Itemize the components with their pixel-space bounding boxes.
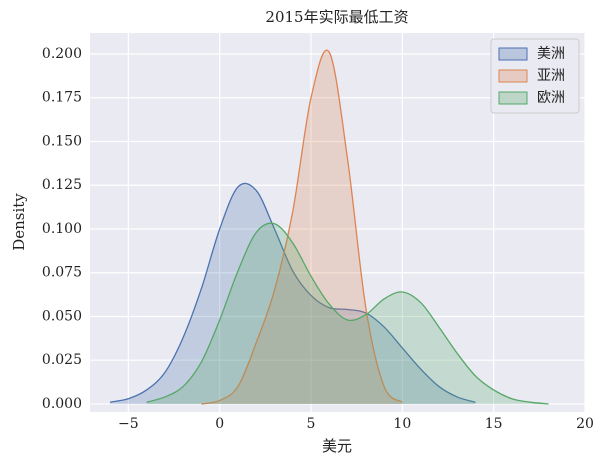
density-area — [201, 50, 403, 404]
y-tick-label: 0.000 — [42, 396, 82, 412]
density-line — [201, 49, 403, 405]
legend-swatch — [498, 91, 528, 105]
x-tick-label: 10 — [393, 416, 411, 432]
legend-box — [490, 38, 580, 114]
density-line — [146, 222, 549, 405]
y-axis-label: Density — [10, 193, 28, 251]
x-tick-label: −5 — [118, 416, 139, 432]
density-area — [146, 223, 549, 404]
x-tick-label: 20 — [576, 416, 594, 432]
x-tick-label: 0 — [215, 416, 224, 432]
legend-swatch — [498, 69, 528, 83]
density-line — [109, 182, 476, 403]
chart-title: 2015年实际最低工资 — [265, 8, 408, 26]
y-tick-label: 0.025 — [42, 352, 82, 368]
y-tick-label: 0.175 — [42, 90, 82, 106]
density-area — [110, 183, 476, 404]
y-tick-label: 0.200 — [42, 46, 82, 62]
y-tick-label: 0.100 — [42, 221, 82, 237]
y-tick-label: 0.150 — [42, 133, 82, 149]
x-tick-label: 15 — [485, 416, 503, 432]
legend-label: 欧洲 — [537, 90, 565, 106]
y-tick-label: 0.050 — [42, 308, 82, 324]
y-tick-label: 0.125 — [42, 177, 82, 193]
legend-label: 亚洲 — [537, 68, 565, 84]
y-tick-label: 0.075 — [42, 265, 82, 281]
legend-label: 美洲 — [537, 46, 565, 62]
x-axis-label: 美元 — [322, 437, 352, 455]
x-tick-label: 5 — [307, 416, 316, 432]
legend-swatch — [498, 47, 528, 61]
